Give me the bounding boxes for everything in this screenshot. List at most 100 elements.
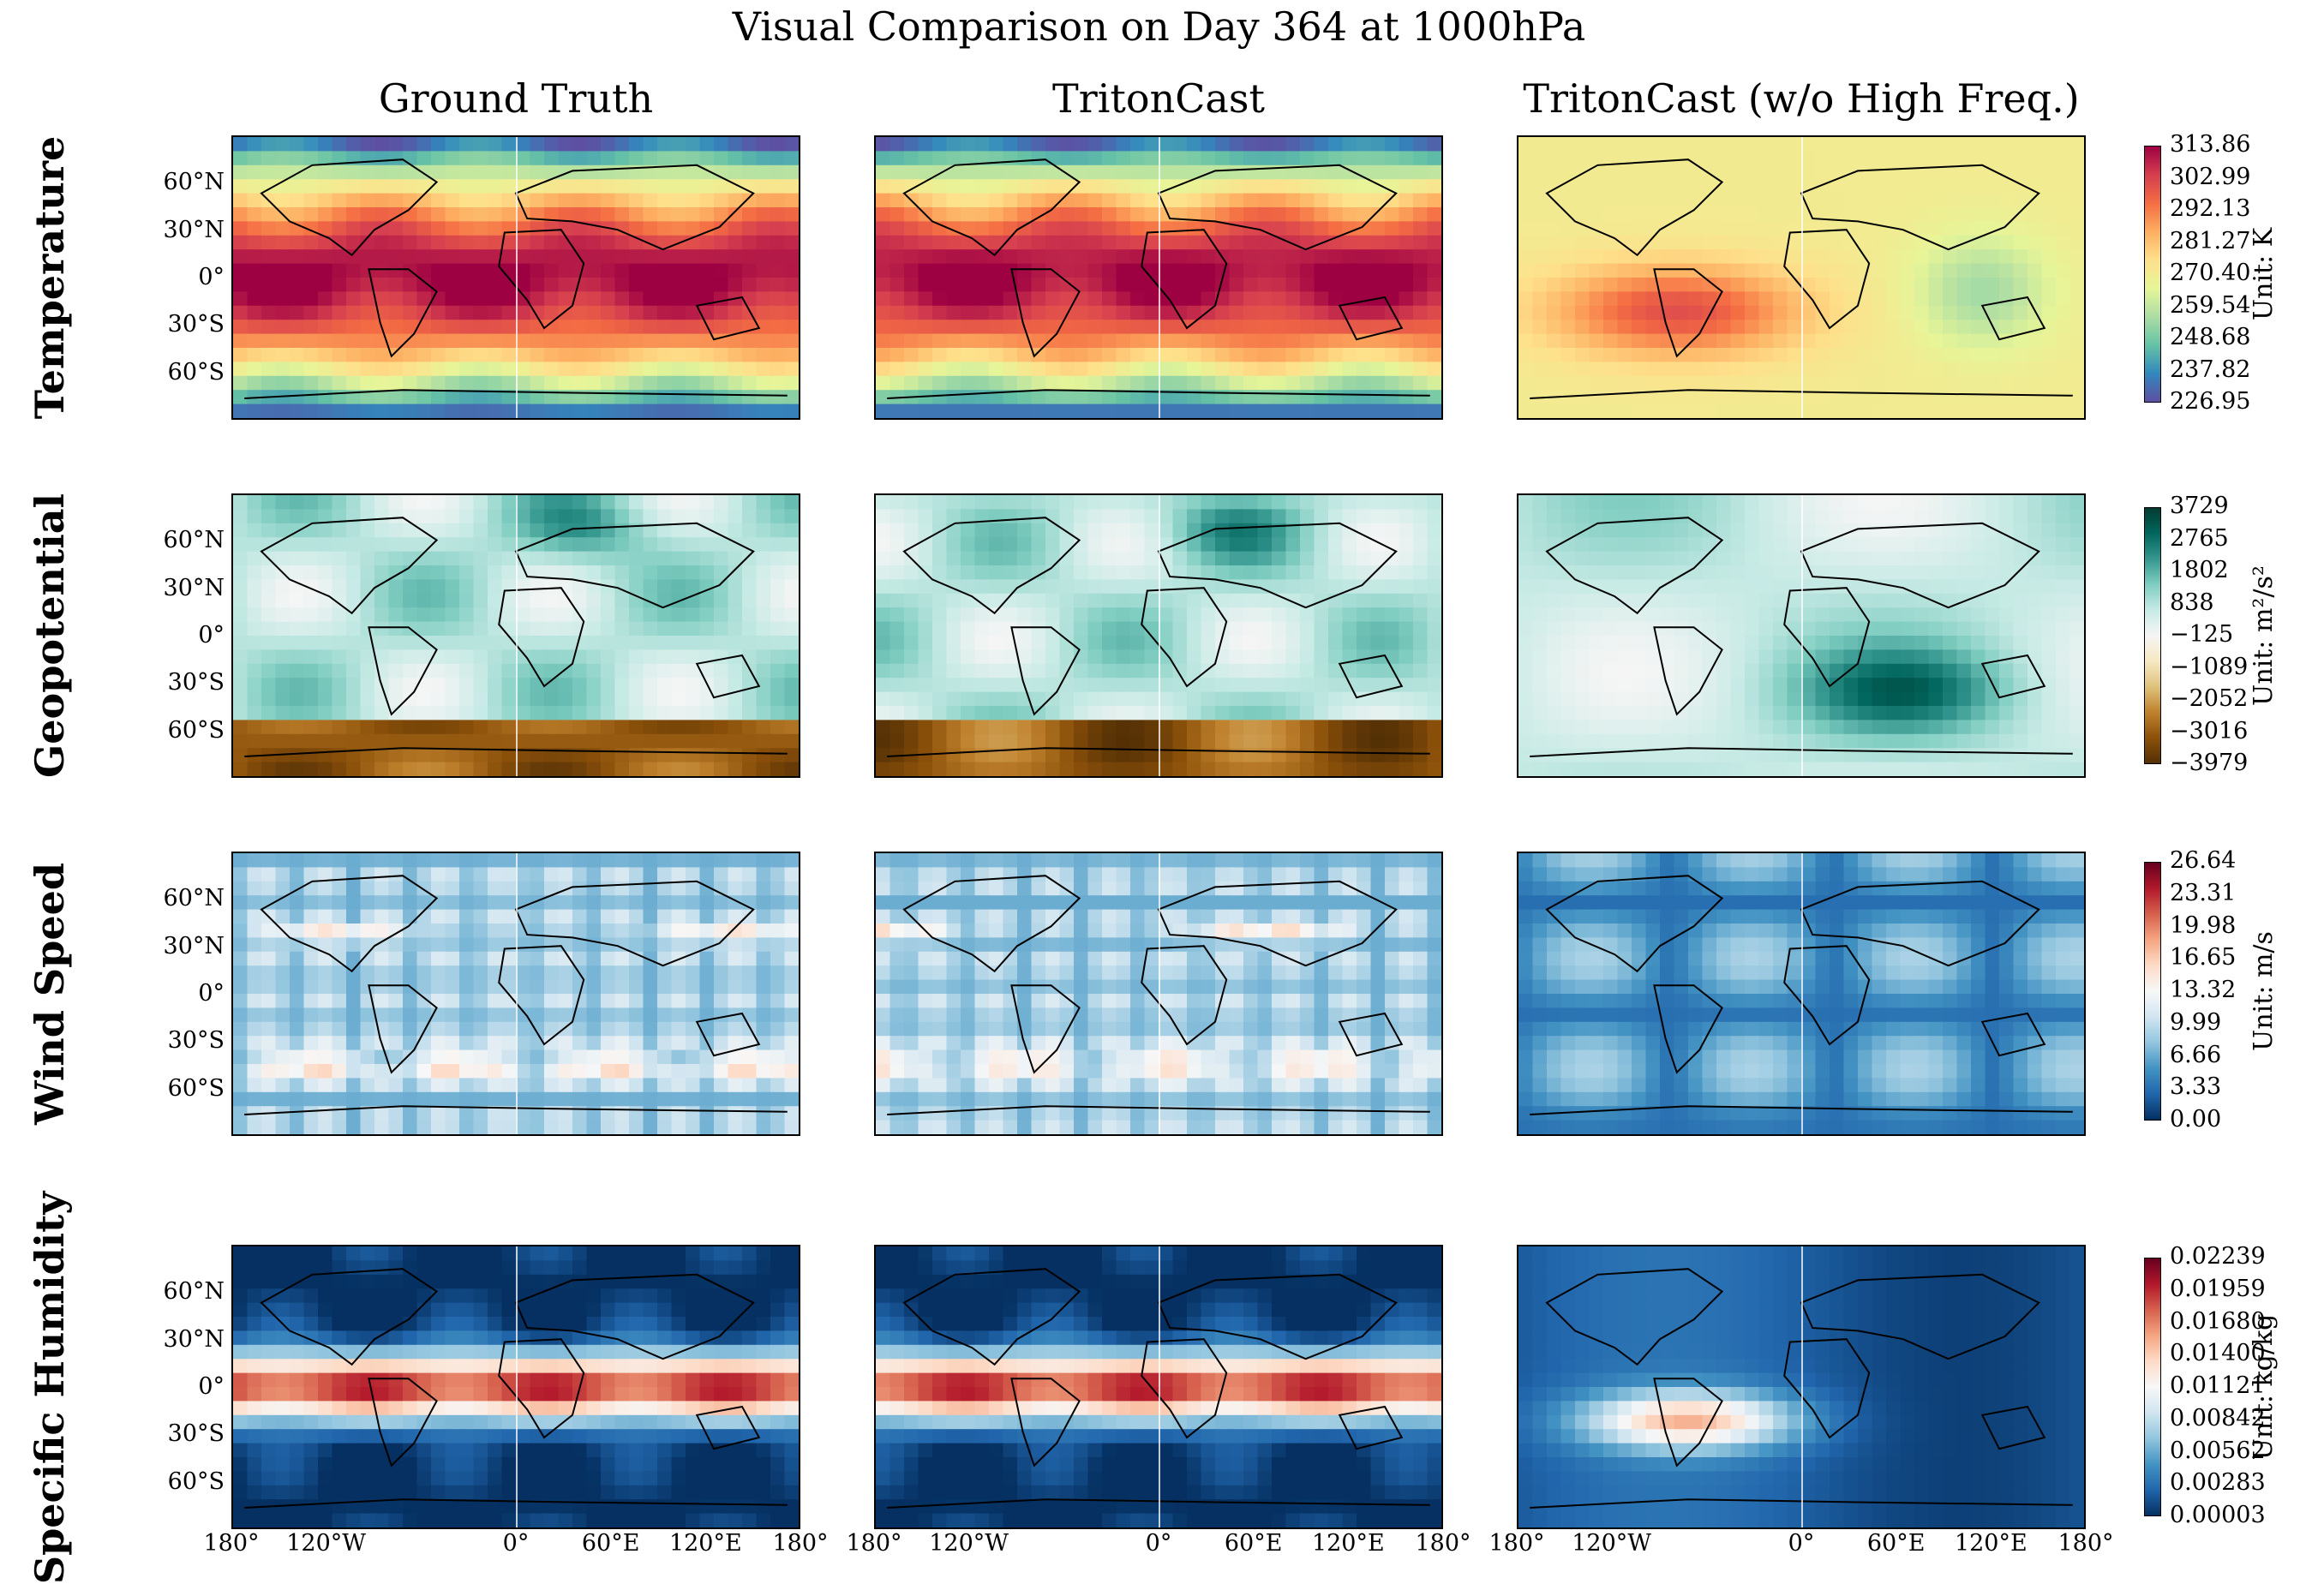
grid-cell [1385,748,1400,763]
grid-cell [388,720,404,735]
grid-cell [1087,663,1103,678]
grid-cell [431,621,446,637]
grid-cell [1257,278,1273,292]
grid-cell [714,320,729,335]
grid-cell [601,636,616,650]
grid-cell [1385,495,1400,510]
grid-cell [1003,565,1018,580]
grid-cell [558,733,573,749]
grid-cell [1645,390,1661,405]
grid-cell [1943,762,1958,776]
grid-cell [1102,221,1117,236]
grid-cell [388,495,404,510]
grid-cell [1971,291,1986,307]
grid-cell [558,678,573,693]
grid-cell [416,636,432,650]
grid-cell [374,636,390,650]
grid-cell [974,762,990,776]
grid-cell [1674,137,1689,152]
grid-cell [686,390,701,405]
grid-cell [756,390,771,405]
grid-cell [431,207,446,222]
grid-cell [714,278,729,292]
grid-cell [1172,678,1188,693]
grid-cell [1589,390,1604,405]
grid-cell [1716,748,1732,763]
grid-cell [2069,748,2084,763]
grid-cell [1773,375,1788,391]
grid-cell [932,263,948,278]
grid-cell [516,221,531,236]
grid-cell [1187,706,1202,720]
field-map [1518,137,2084,418]
grid-cell [1087,762,1103,776]
grid-cell [2041,305,2057,320]
grid-cell [1357,207,1372,222]
grid-cell [643,607,658,623]
grid-cell [1300,579,1315,595]
grid-cell [1215,678,1231,693]
grid-cell [742,362,758,377]
grid-cell [876,235,891,250]
grid-cell [961,691,976,707]
grid-cell [261,164,277,180]
grid-cell [1532,607,1548,623]
grid-cell [374,362,390,377]
grid-cell [1603,636,1619,650]
grid-cell [1843,593,1859,608]
grid-cell [657,164,673,180]
grid-cell [671,333,686,349]
grid-cell [1357,137,1372,152]
grid-cell [1059,151,1075,166]
grid-cell [1999,720,2015,735]
grid-cell [374,390,390,405]
grid-cell [290,207,305,222]
grid-cell [1017,151,1033,166]
grid-cell [1187,333,1202,349]
grid-cell [1674,649,1689,665]
grid-cell [1886,137,1902,152]
grid-cell [445,137,460,152]
grid-cell [388,691,404,707]
grid-cell [233,403,249,418]
grid-cell [643,748,658,763]
grid-cell [904,762,919,776]
grid-cell [1928,748,1944,763]
grid-cell [671,523,686,538]
grid-cell [699,333,715,349]
grid-cell [332,221,347,236]
grid-cell [1745,362,1760,377]
grid-cell [686,164,701,180]
grid-cell [2056,193,2071,208]
grid-cell [1144,733,1159,749]
grid-cell [686,362,701,377]
grid-cell [530,523,545,538]
grid-cell [1688,537,1704,553]
grid-cell [303,748,319,763]
grid-cell [756,278,771,292]
grid-cell [1342,495,1357,510]
grid-cell [572,320,588,335]
grid-cell [1116,362,1131,377]
grid-cell [784,551,799,566]
grid-cell [1914,748,1930,763]
grid-cell [360,495,375,510]
grid-cell [601,403,616,418]
grid-cell [318,263,333,278]
grid-cell [261,291,277,307]
grid-cell [1427,348,1441,362]
grid-cell [1758,621,1774,637]
grid-cell [932,235,948,250]
grid-cell [374,537,390,553]
grid-cell [686,403,701,418]
grid-cell [1130,706,1146,720]
grid-cell [1858,193,1873,208]
grid-cell [1074,509,1089,524]
grid-cell [1617,593,1632,608]
grid-cell [374,235,390,250]
grid-cell [1999,151,2015,166]
grid-cell [332,867,347,882]
grid-cell [601,678,616,693]
grid-cell [1773,495,1788,510]
grid-cell [1801,649,1817,665]
